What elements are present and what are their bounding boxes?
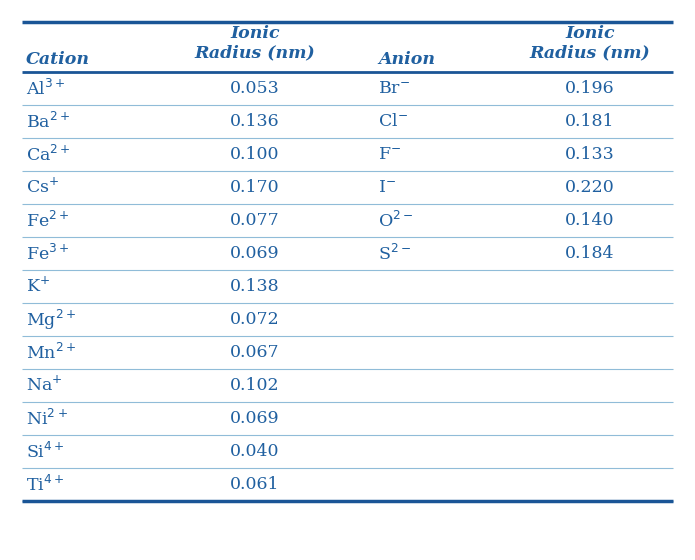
Text: O$^{2-}$: O$^{2-}$ <box>378 211 414 231</box>
Text: 0.069: 0.069 <box>230 410 280 427</box>
Text: 0.138: 0.138 <box>230 278 280 295</box>
Text: 0.140: 0.140 <box>565 212 615 229</box>
Text: 0.184: 0.184 <box>565 245 615 262</box>
Text: 0.072: 0.072 <box>230 311 280 328</box>
Text: 0.102: 0.102 <box>230 377 280 394</box>
Text: I$^{-}$: I$^{-}$ <box>378 179 396 196</box>
Text: Mn$^{2+}$: Mn$^{2+}$ <box>26 343 76 362</box>
Text: Ti$^{4+}$: Ti$^{4+}$ <box>26 474 65 494</box>
Text: 0.133: 0.133 <box>565 146 615 163</box>
Text: Cation: Cation <box>26 51 90 68</box>
Text: Ionic
Radius (nm): Ionic Radius (nm) <box>195 25 316 61</box>
Text: 0.061: 0.061 <box>230 476 280 493</box>
Text: 0.136: 0.136 <box>230 113 280 130</box>
Text: Anion: Anion <box>378 51 435 68</box>
Text: 0.069: 0.069 <box>230 245 280 262</box>
Text: Ionic
Radius (nm): Ionic Radius (nm) <box>530 25 651 61</box>
Text: 0.170: 0.170 <box>230 179 280 196</box>
Text: Fe$^{3+}$: Fe$^{3+}$ <box>26 244 70 264</box>
Text: Ca$^{2+}$: Ca$^{2+}$ <box>26 144 71 165</box>
Text: Br$^{-}$: Br$^{-}$ <box>378 80 410 97</box>
Text: 0.053: 0.053 <box>230 80 280 97</box>
Text: 0.196: 0.196 <box>565 80 615 97</box>
Text: Mg$^{2+}$: Mg$^{2+}$ <box>26 307 76 332</box>
Text: Fe$^{2+}$: Fe$^{2+}$ <box>26 211 70 231</box>
Text: Ba$^{2+}$: Ba$^{2+}$ <box>26 111 70 132</box>
Text: Ni$^{2+}$: Ni$^{2+}$ <box>26 408 68 428</box>
Text: Cl$^{-}$: Cl$^{-}$ <box>378 113 408 130</box>
Text: S$^{2-}$: S$^{2-}$ <box>378 244 411 264</box>
Text: 0.181: 0.181 <box>565 113 615 130</box>
Text: 0.077: 0.077 <box>230 212 280 229</box>
Text: 0.067: 0.067 <box>230 344 280 361</box>
Text: Al$^{3+}$: Al$^{3+}$ <box>26 78 65 99</box>
Text: 0.100: 0.100 <box>230 146 280 163</box>
Text: 0.220: 0.220 <box>565 179 615 196</box>
Text: Na$^{+}$: Na$^{+}$ <box>26 376 63 395</box>
Text: Si$^{4+}$: Si$^{4+}$ <box>26 441 65 461</box>
Text: K$^{+}$: K$^{+}$ <box>26 277 50 296</box>
Text: Cs$^{+}$: Cs$^{+}$ <box>26 178 59 197</box>
Text: 0.040: 0.040 <box>230 443 280 460</box>
Text: F$^{-}$: F$^{-}$ <box>378 146 401 163</box>
